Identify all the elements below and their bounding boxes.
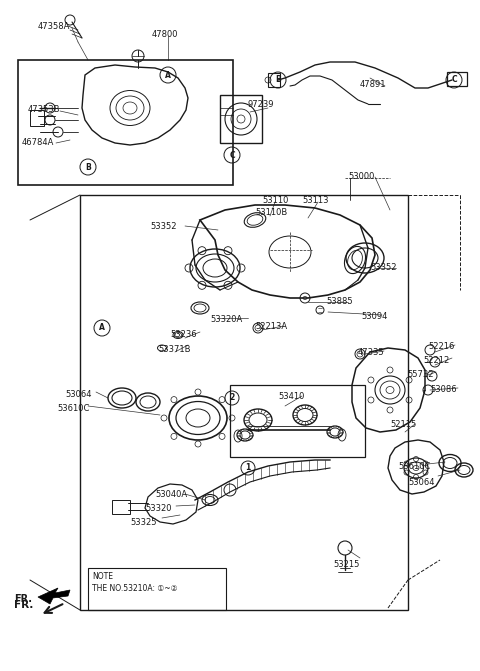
Text: 2: 2 — [229, 393, 235, 403]
Text: B: B — [275, 76, 281, 85]
Text: 47353B: 47353B — [28, 105, 60, 114]
Text: 53325: 53325 — [130, 518, 156, 527]
Bar — [112, 500, 130, 514]
Text: A: A — [165, 70, 171, 79]
Text: 55732: 55732 — [407, 370, 433, 379]
Polygon shape — [38, 588, 70, 604]
Text: 47891: 47891 — [360, 80, 386, 89]
Text: 52115: 52115 — [390, 420, 416, 429]
Bar — [220, 95, 262, 143]
Text: 53000: 53000 — [348, 172, 374, 181]
Text: 52213A: 52213A — [255, 322, 287, 331]
Bar — [80, 195, 408, 610]
Text: 47358A: 47358A — [38, 22, 71, 31]
Text: NOTE: NOTE — [92, 572, 113, 581]
Bar — [18, 60, 233, 185]
Text: 53610C: 53610C — [398, 462, 431, 471]
Text: 1: 1 — [245, 464, 251, 472]
Text: 53113: 53113 — [302, 196, 328, 205]
Bar — [88, 568, 226, 610]
Text: 53320A: 53320A — [210, 315, 242, 324]
Text: 53610C: 53610C — [57, 404, 89, 413]
Text: 53094: 53094 — [361, 312, 387, 321]
Text: 52212: 52212 — [423, 356, 449, 365]
Text: 53352: 53352 — [370, 263, 396, 272]
Text: 53064: 53064 — [65, 390, 92, 399]
Text: 53215: 53215 — [333, 560, 360, 569]
Text: 97239: 97239 — [248, 100, 275, 109]
Text: 47800: 47800 — [152, 30, 179, 39]
Text: 53352: 53352 — [150, 222, 177, 231]
Text: 52216: 52216 — [428, 342, 455, 351]
Text: THE NO.53210A: ①~②: THE NO.53210A: ①~② — [92, 584, 178, 593]
Text: 53236: 53236 — [170, 330, 197, 339]
Text: FR.: FR. — [14, 600, 34, 610]
Text: 53371B: 53371B — [158, 345, 191, 354]
Bar — [30, 110, 44, 126]
Text: C: C — [451, 76, 457, 85]
Text: B: B — [85, 162, 91, 172]
Text: FR.: FR. — [14, 594, 32, 604]
Text: 53064: 53064 — [408, 478, 434, 487]
Text: A: A — [99, 323, 105, 333]
Text: C: C — [229, 150, 235, 160]
Text: 46784A: 46784A — [22, 138, 54, 147]
Text: 53885: 53885 — [326, 297, 353, 306]
Text: 53110B: 53110B — [255, 208, 287, 217]
Bar — [447, 72, 467, 86]
Text: 53086: 53086 — [430, 385, 456, 394]
Text: 53320: 53320 — [145, 504, 171, 513]
Bar — [268, 73, 280, 87]
Text: 53410: 53410 — [278, 392, 304, 401]
Bar — [230, 385, 365, 457]
Text: 47335: 47335 — [358, 348, 384, 357]
Text: 53040A: 53040A — [155, 490, 187, 499]
Text: 53110: 53110 — [262, 196, 288, 205]
